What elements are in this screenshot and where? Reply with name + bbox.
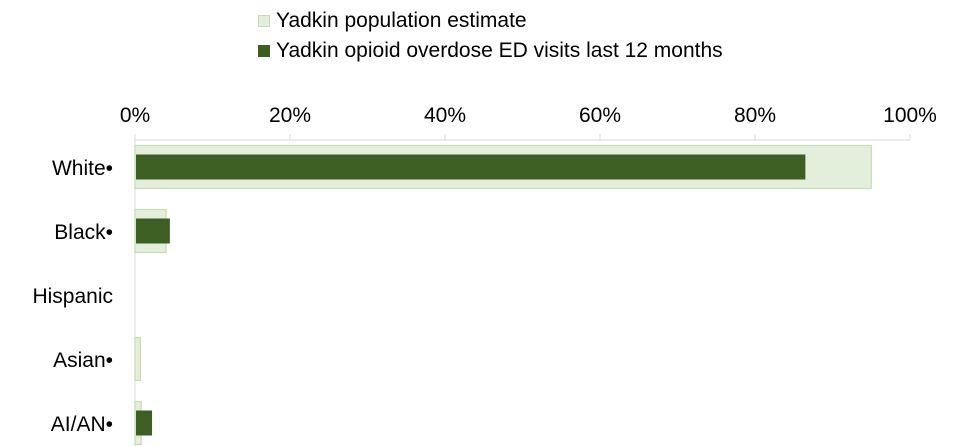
- category-label: Black•: [54, 221, 113, 244]
- x-tick-label: 0%: [120, 104, 150, 127]
- ed-visits-swatch: [258, 45, 270, 57]
- x-tick-label: 20%: [269, 104, 311, 127]
- legend: Yadkin population estimate Yadkin opioid…: [258, 6, 723, 66]
- legend-item-ed-visits: Yadkin opioid overdose ED visits last 12…: [258, 36, 723, 66]
- category-label: White•: [52, 157, 113, 180]
- ed-visits-bar: [136, 218, 170, 244]
- x-tick-label: 40%: [424, 104, 466, 127]
- x-tick-label: 80%: [734, 104, 776, 127]
- population-bar: [134, 336, 142, 382]
- x-tick-label: 100%: [883, 104, 937, 127]
- legend-label-ed-visits: Yadkin opioid overdose ED visits last 12…: [276, 39, 723, 62]
- population-swatch: [258, 15, 270, 27]
- category-label: AI/AN•: [51, 413, 113, 436]
- legend-item-population: Yadkin population estimate: [258, 6, 723, 36]
- x-tick-label: 60%: [579, 104, 621, 127]
- legend-label-population: Yadkin population estimate: [276, 9, 527, 32]
- ed-visits-bar: [136, 154, 806, 180]
- category-label: Hispanic: [32, 285, 113, 308]
- category-label: Asian•: [53, 349, 113, 372]
- ed-visits-bar: [136, 410, 153, 436]
